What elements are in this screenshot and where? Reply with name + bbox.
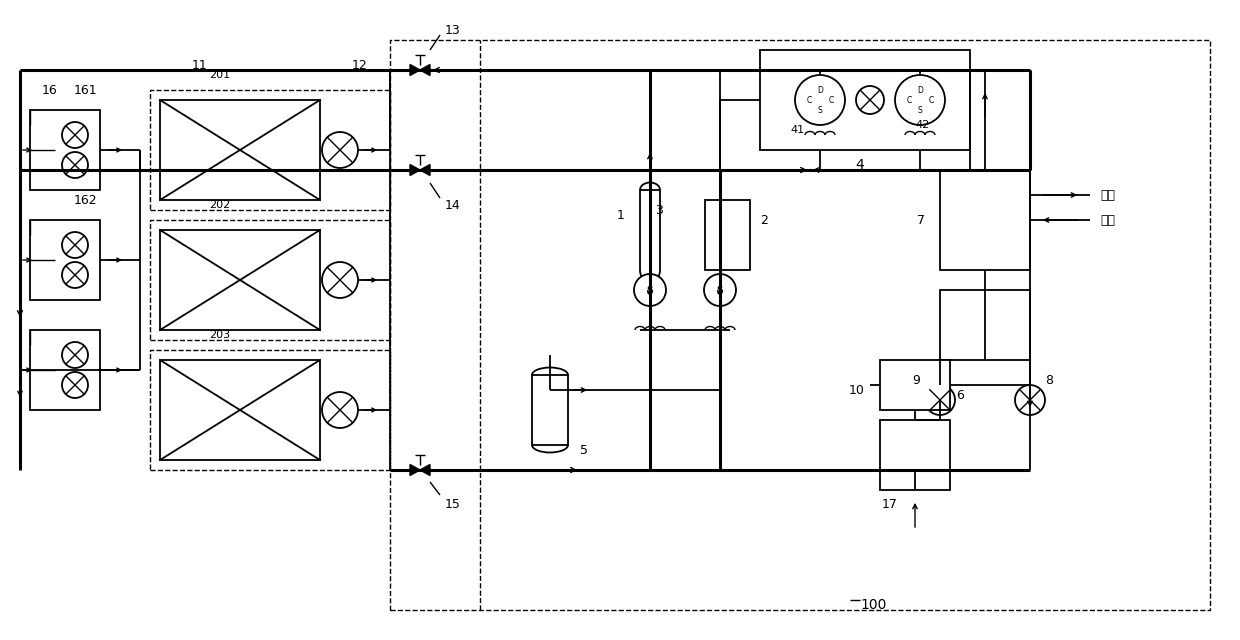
Text: 16: 16 (42, 83, 58, 97)
Text: 11: 11 (192, 58, 208, 72)
Text: 13: 13 (445, 24, 461, 36)
Bar (150, 220, 391, 340)
Polygon shape (410, 164, 420, 175)
Bar (706, 200, 750, 270)
Text: D: D (918, 86, 923, 95)
Text: C: C (806, 95, 812, 104)
Text: 8: 8 (1045, 374, 1053, 387)
Circle shape (1016, 385, 1045, 415)
Text: 出水: 出水 (1100, 189, 1115, 202)
Text: D: D (817, 86, 823, 95)
Text: 3: 3 (655, 204, 663, 216)
Text: 161: 161 (73, 83, 97, 97)
Text: C: C (929, 95, 934, 104)
Polygon shape (410, 465, 420, 476)
Text: C: C (906, 95, 911, 104)
Circle shape (634, 274, 666, 306)
Circle shape (62, 342, 88, 368)
Bar (30, 220, 100, 300)
Bar (160, 230, 320, 330)
Text: 201: 201 (210, 70, 231, 80)
Polygon shape (420, 65, 430, 76)
Text: S: S (717, 285, 723, 294)
Bar (940, 290, 1030, 360)
Text: 6: 6 (956, 388, 963, 401)
Text: 15: 15 (445, 499, 461, 511)
Bar (391, 40, 1210, 610)
Text: 100: 100 (861, 598, 887, 612)
Circle shape (62, 372, 88, 398)
Bar (940, 170, 1030, 270)
Polygon shape (420, 465, 430, 476)
Text: C: C (828, 95, 833, 104)
Circle shape (322, 392, 358, 428)
Bar (30, 330, 100, 410)
Text: S: S (647, 285, 653, 294)
Text: 进水: 进水 (1100, 214, 1115, 227)
Polygon shape (410, 65, 420, 76)
Circle shape (795, 75, 844, 125)
Circle shape (62, 122, 88, 148)
Circle shape (704, 274, 737, 306)
Text: 4: 4 (856, 158, 864, 172)
Circle shape (62, 262, 88, 288)
Text: 12: 12 (352, 58, 368, 72)
Circle shape (322, 132, 358, 168)
Text: 162: 162 (73, 193, 97, 207)
Bar (160, 100, 320, 200)
Text: 9: 9 (913, 374, 920, 387)
Text: S: S (918, 106, 923, 115)
Text: S: S (817, 106, 822, 115)
Circle shape (925, 385, 955, 415)
Bar (880, 420, 950, 490)
Bar (880, 360, 950, 410)
Text: 5: 5 (580, 444, 588, 456)
Circle shape (322, 262, 358, 298)
Bar (150, 90, 391, 210)
Text: 2: 2 (760, 214, 768, 227)
Text: 10: 10 (849, 383, 866, 397)
Bar (532, 375, 568, 445)
Bar (760, 50, 970, 150)
Circle shape (62, 152, 88, 178)
Text: 1: 1 (618, 209, 625, 221)
Text: 17: 17 (882, 499, 898, 511)
Text: 7: 7 (918, 214, 925, 227)
Text: 42: 42 (916, 120, 930, 130)
Polygon shape (420, 164, 430, 175)
Circle shape (895, 75, 945, 125)
Circle shape (62, 232, 88, 258)
Text: 203: 203 (210, 330, 231, 340)
Text: 41: 41 (790, 125, 804, 135)
Circle shape (856, 86, 884, 114)
Bar (30, 110, 100, 190)
Text: 14: 14 (445, 198, 461, 211)
Bar (150, 350, 391, 470)
Text: 202: 202 (210, 200, 231, 210)
Bar (160, 360, 320, 460)
